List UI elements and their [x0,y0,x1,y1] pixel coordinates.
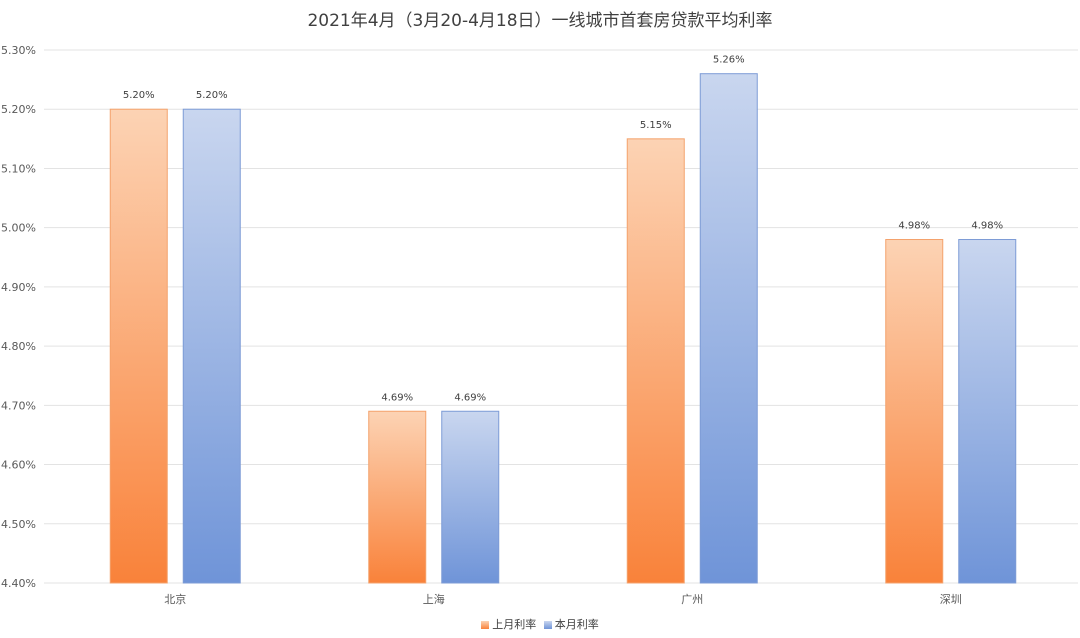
data-label: 4.98% [971,221,1003,232]
data-label: 4.69% [454,392,486,403]
y-tick-label: 5.10% [1,162,36,175]
data-label: 4.98% [898,221,930,232]
legend-item-series-1[interactable]: 本月利率 [543,616,599,632]
bar-last-month[interactable] [626,138,685,584]
data-label: 5.15% [640,120,672,131]
bar-this-month[interactable] [958,239,1017,584]
legend: 上月利率 本月利率 [0,616,1080,632]
y-tick-label: 5.00% [1,222,36,235]
y-tick-label: 4.90% [1,281,36,294]
chart-title: 2021年4月（3月20-4月18日）一线城市首套房贷款平均利率 [307,11,773,31]
y-tick-label: 4.70% [1,399,36,412]
bar-last-month[interactable] [885,239,944,584]
x-tick-label: 上海 [423,592,445,606]
x-tick-label: 广州 [681,593,703,606]
legend-label: 本月利率 [554,618,599,631]
y-tick-label: 4.60% [1,459,36,472]
bar-last-month[interactable] [368,410,427,584]
y-tick-label: 4.80% [1,340,36,353]
bar-last-month[interactable] [109,108,168,584]
y-tick-label: 4.40% [1,577,36,590]
x-tick-label: 北京 [164,592,186,606]
bar-layer [109,73,1017,584]
legend-swatch [481,621,490,629]
bar-this-month[interactable] [441,410,500,584]
y-tick-label: 4.50% [1,518,36,531]
data-label: 5.26% [713,55,745,66]
bar-this-month[interactable] [699,73,758,584]
legend-item-series-0[interactable]: 上月利率 [481,616,536,632]
legend-swatch [543,621,552,629]
label-layer: 5.20% 5.20% 北京 4.69% 4.69% 上海 5.15% 5.26% 广州 4.98… [123,55,1003,606]
x-tick-label: 深圳 [940,593,962,606]
data-label: 5.20% [196,90,228,101]
y-tick-label: 5.30% [1,44,36,57]
y-tick-label: 5.20% [1,103,36,116]
data-label: 4.69% [381,392,413,403]
bar-this-month[interactable] [182,108,241,584]
data-label: 5.20% [123,90,155,101]
legend-label: 上月利率 [492,618,537,631]
